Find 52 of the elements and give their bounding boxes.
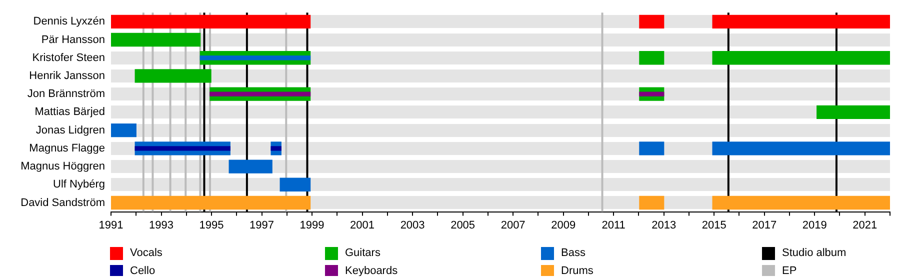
legend-label: Studio album	[782, 247, 846, 259]
bar	[228, 160, 272, 174]
legend-label: Keyboards	[345, 265, 398, 277]
y-tick-label: Henrik Jansson	[29, 70, 105, 82]
bar	[639, 51, 664, 65]
y-tick-label: Kristofer Steen	[32, 52, 105, 64]
legend-label: Cello	[130, 265, 156, 277]
bar	[816, 105, 890, 120]
bar	[270, 146, 282, 151]
x-tick-label: 2017	[752, 219, 777, 232]
y-tick-label: Magnus Höggren	[20, 160, 105, 173]
y-tick-label: David Sandström	[20, 196, 105, 209]
bar	[639, 196, 664, 210]
y-tick-label: Mattias Bärjed	[34, 106, 105, 118]
y-tick-label: Magnus Flagge	[29, 142, 105, 154]
y-tick-label: Jonas Lidgren	[36, 124, 105, 136]
legend-label: Bass	[561, 247, 586, 259]
y-tick-label: Pär Hansson	[41, 34, 105, 46]
x-tick-label: 1995	[199, 219, 224, 232]
bar	[639, 92, 664, 96]
bar	[111, 32, 201, 47]
x-tick-label: 2013	[652, 219, 676, 232]
bar	[280, 178, 311, 192]
bar	[134, 146, 230, 151]
legend-label: Vocals	[130, 247, 162, 259]
bar	[712, 51, 890, 65]
y-tick-label: Jon Brännström	[27, 88, 105, 100]
y-tick-label: Dennis Lyxzén	[33, 16, 105, 28]
x-tick-label: 1997	[250, 219, 274, 232]
x-tick-label: 1991	[98, 219, 124, 232]
x-tick-label: 2011	[602, 219, 626, 232]
bar	[639, 14, 664, 28]
bar	[210, 92, 311, 96]
x-tick-label: 2009	[551, 219, 576, 232]
x-tick-label: 2007	[500, 219, 526, 232]
bar	[111, 123, 136, 138]
x-tick-label: 2015	[702, 219, 726, 232]
legend-label: Guitars	[345, 247, 380, 259]
bar	[134, 69, 212, 83]
legend-label: EP	[782, 265, 797, 277]
y-tick-label: Ulf Nybérg	[53, 178, 105, 191]
x-tick-label: 1999	[300, 219, 324, 232]
bar	[712, 142, 890, 156]
x-tick-label: 1993	[149, 219, 174, 232]
x-tick-label: 2019	[802, 219, 827, 232]
legend-label: Drums	[561, 265, 594, 277]
x-tick-label: 2001	[350, 219, 375, 232]
x-tick-label: 2021	[852, 219, 878, 232]
x-tick-label: 2003	[400, 219, 425, 232]
bar	[200, 56, 311, 60]
bar	[639, 142, 664, 156]
x-tick-label: 2005	[450, 219, 476, 232]
